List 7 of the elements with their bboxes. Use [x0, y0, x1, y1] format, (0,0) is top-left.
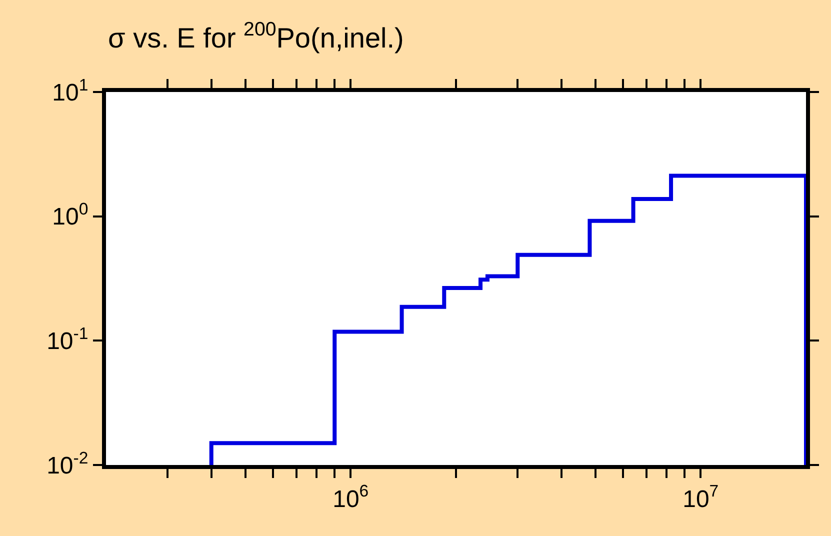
chart-title: σ vs. E for $^{200}$Po(n,inel.): [108, 18, 404, 54]
x-tick-label: 10$^{7}$: [682, 482, 719, 513]
y-tick-label: 10$^{-2}$: [46, 448, 88, 480]
y-tick-label: 10$^{-1}$: [46, 324, 88, 356]
x-tick-label: 10$^{6}$: [332, 482, 369, 513]
y-tick-label: 10$^{0}$: [52, 200, 88, 231]
y-tick-label: 10$^{1}$: [52, 75, 88, 106]
